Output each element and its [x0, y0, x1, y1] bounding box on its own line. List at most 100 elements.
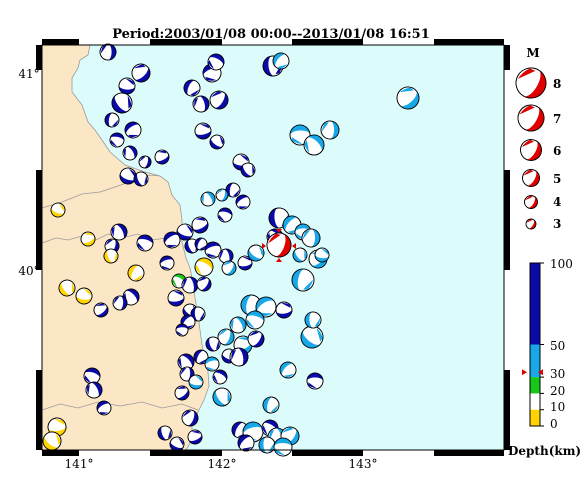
- focal-mechanism-symbol[interactable]: [262, 396, 281, 415]
- depth-band: [530, 409, 540, 426]
- focal-mechanism-symbol[interactable]: [132, 170, 150, 188]
- focal-mechanism-symbol[interactable]: [194, 274, 213, 293]
- magnitude-symbol: [520, 139, 542, 161]
- focal-mechanism-symbol[interactable]: [203, 355, 220, 372]
- focal-mechanism-symbol[interactable]: [301, 228, 321, 248]
- focal-mechanism-symbol[interactable]: [94, 398, 113, 417]
- focal-mechanism-symbol[interactable]: [158, 254, 175, 271]
- focal-mechanism-symbol[interactable]: [392, 82, 423, 113]
- focal-mechanism-symbol[interactable]: [192, 255, 216, 279]
- focal-mechanism-symbol[interactable]: [207, 132, 227, 152]
- focal-mechanism-symbol[interactable]: [168, 435, 186, 453]
- magnitude-label: 5: [553, 172, 561, 186]
- focal-mechanism-symbol[interactable]: [228, 346, 249, 367]
- focal-mechanism-symbol[interactable]: [175, 323, 189, 337]
- depth-band: [530, 344, 540, 378]
- focal-mechanism-symbol[interactable]: [175, 351, 198, 374]
- lat-tick-41: 41°: [18, 67, 39, 81]
- focal-mechanism-symbol[interactable]: [91, 300, 111, 320]
- magnitude-symbol: [515, 67, 547, 99]
- focal-mechanism-symbol[interactable]: [238, 160, 258, 180]
- depth-label: 50: [550, 339, 565, 353]
- main-event-focal-mechanism[interactable]: [262, 229, 296, 262]
- focal-mechanism-symbol[interactable]: [156, 424, 174, 442]
- focal-mechanism-symbol[interactable]: [104, 112, 120, 128]
- focal-mechanism-symbol[interactable]: [198, 189, 217, 208]
- focal-mechanism-symbol[interactable]: [219, 258, 238, 277]
- focal-mechanism-symbol[interactable]: [258, 436, 276, 454]
- focal-mechanism-symbol[interactable]: [245, 242, 267, 264]
- focal-mechanism-symbol[interactable]: [259, 417, 281, 439]
- focal-mechanism-symbol[interactable]: [138, 155, 153, 170]
- magnitude-label: 4: [553, 195, 561, 209]
- depth-band: [530, 377, 540, 394]
- focal-mechanism-symbol[interactable]: [203, 240, 223, 260]
- focal-mechanism-symbol[interactable]: [320, 120, 340, 140]
- focal-mechanism-symbol[interactable]: [277, 359, 300, 382]
- focal-mechanism-symbol[interactable]: [128, 60, 153, 85]
- lon-tick-143: 143°: [349, 457, 378, 471]
- focal-mechanism-symbol[interactable]: [300, 131, 328, 159]
- focal-mechanism-symbol[interactable]: [102, 247, 120, 265]
- focal-mechanism-symbol[interactable]: [153, 148, 172, 167]
- focal-mechanism-symbol[interactable]: [188, 374, 204, 390]
- focal-mechanism-symbol[interactable]: [112, 295, 128, 311]
- focal-mechanism-symbol[interactable]: [186, 428, 204, 446]
- focal-mechanism-symbol[interactable]: [49, 201, 67, 219]
- focal-mechanism-symbol[interactable]: [108, 89, 136, 117]
- focal-mechanism-symbol[interactable]: [235, 432, 258, 455]
- focal-mechanism-symbol[interactable]: [204, 335, 222, 353]
- focal-mechanism-symbol[interactable]: [244, 309, 266, 331]
- focal-mechanism-symbol[interactable]: [181, 77, 202, 98]
- focal-mechanism-symbol[interactable]: [161, 229, 183, 251]
- focal-mechanism-symbol[interactable]: [245, 328, 267, 350]
- focal-mechanism-symbol[interactable]: [233, 192, 252, 211]
- focal-mechanism-symbol[interactable]: [39, 428, 64, 453]
- focal-mechanism-symbol[interactable]: [99, 43, 117, 61]
- focal-mechanism-symbol[interactable]: [209, 384, 234, 409]
- focal-mechanism-symbol[interactable]: [207, 88, 232, 113]
- focal-mechanism-symbol[interactable]: [290, 245, 310, 265]
- focal-mechanism-symbol[interactable]: [108, 221, 130, 243]
- focal-mechanism-symbol[interactable]: [191, 94, 211, 114]
- focal-mechanism-symbol[interactable]: [215, 188, 230, 203]
- lon-tick-142: 142°: [208, 457, 237, 471]
- focal-mechanism-symbol[interactable]: [125, 262, 146, 283]
- focal-mechanism-symbol[interactable]: [237, 255, 253, 271]
- focal-mechanism-symbol[interactable]: [289, 124, 311, 146]
- focal-mechanism-symbol[interactable]: [118, 77, 136, 95]
- focal-mechanism-symbol[interactable]: [79, 230, 98, 249]
- focal-mechanism-symbol[interactable]: [167, 289, 185, 307]
- focal-mechanism-symbol[interactable]: [175, 222, 196, 243]
- focal-mechanism-symbol[interactable]: [189, 214, 210, 235]
- focal-mechanism-symbol[interactable]: [252, 293, 280, 321]
- focal-mechanism-symbol[interactable]: [83, 379, 105, 401]
- focal-mechanism-symbol[interactable]: [210, 367, 229, 386]
- focal-mechanism-symbol[interactable]: [56, 277, 78, 299]
- focal-mechanism-symbol[interactable]: [306, 372, 324, 390]
- focal-mechanism-symbol[interactable]: [227, 314, 249, 336]
- focal-mechanism-symbol[interactable]: [273, 437, 293, 457]
- map-frame[interactable]: [36, 39, 510, 457]
- focal-mechanism-symbol[interactable]: [205, 51, 227, 73]
- focal-mechanism-symbol[interactable]: [109, 132, 126, 149]
- focal-mechanism-symbol[interactable]: [290, 267, 315, 292]
- focal-mechanism-symbol[interactable]: [192, 348, 211, 367]
- focal-mechanism-symbol[interactable]: [180, 408, 201, 429]
- focal-mechanism-symbol[interactable]: [135, 233, 154, 252]
- focal-mechanism-symbol[interactable]: [297, 322, 328, 353]
- focal-mechanism-symbol[interactable]: [314, 247, 330, 263]
- focal-mechanism-symbol[interactable]: [216, 327, 236, 347]
- focal-mechanism-symbol[interactable]: [217, 207, 234, 224]
- focal-mechanism-symbol[interactable]: [122, 119, 144, 141]
- focal-mechanism-symbol[interactable]: [172, 383, 192, 403]
- focal-mechanism-symbol[interactable]: [304, 311, 322, 329]
- focal-mechanism-symbol[interactable]: [270, 50, 293, 73]
- focal-mechanism-symbol[interactable]: [194, 122, 213, 141]
- prefecture-boundary: [41, 401, 199, 411]
- focal-mechanism-symbol[interactable]: [275, 301, 293, 319]
- focal-mechanism-symbol[interactable]: [120, 143, 139, 162]
- focal-mechanism-symbol[interactable]: [75, 287, 93, 305]
- magnitude-symbol: [524, 195, 538, 209]
